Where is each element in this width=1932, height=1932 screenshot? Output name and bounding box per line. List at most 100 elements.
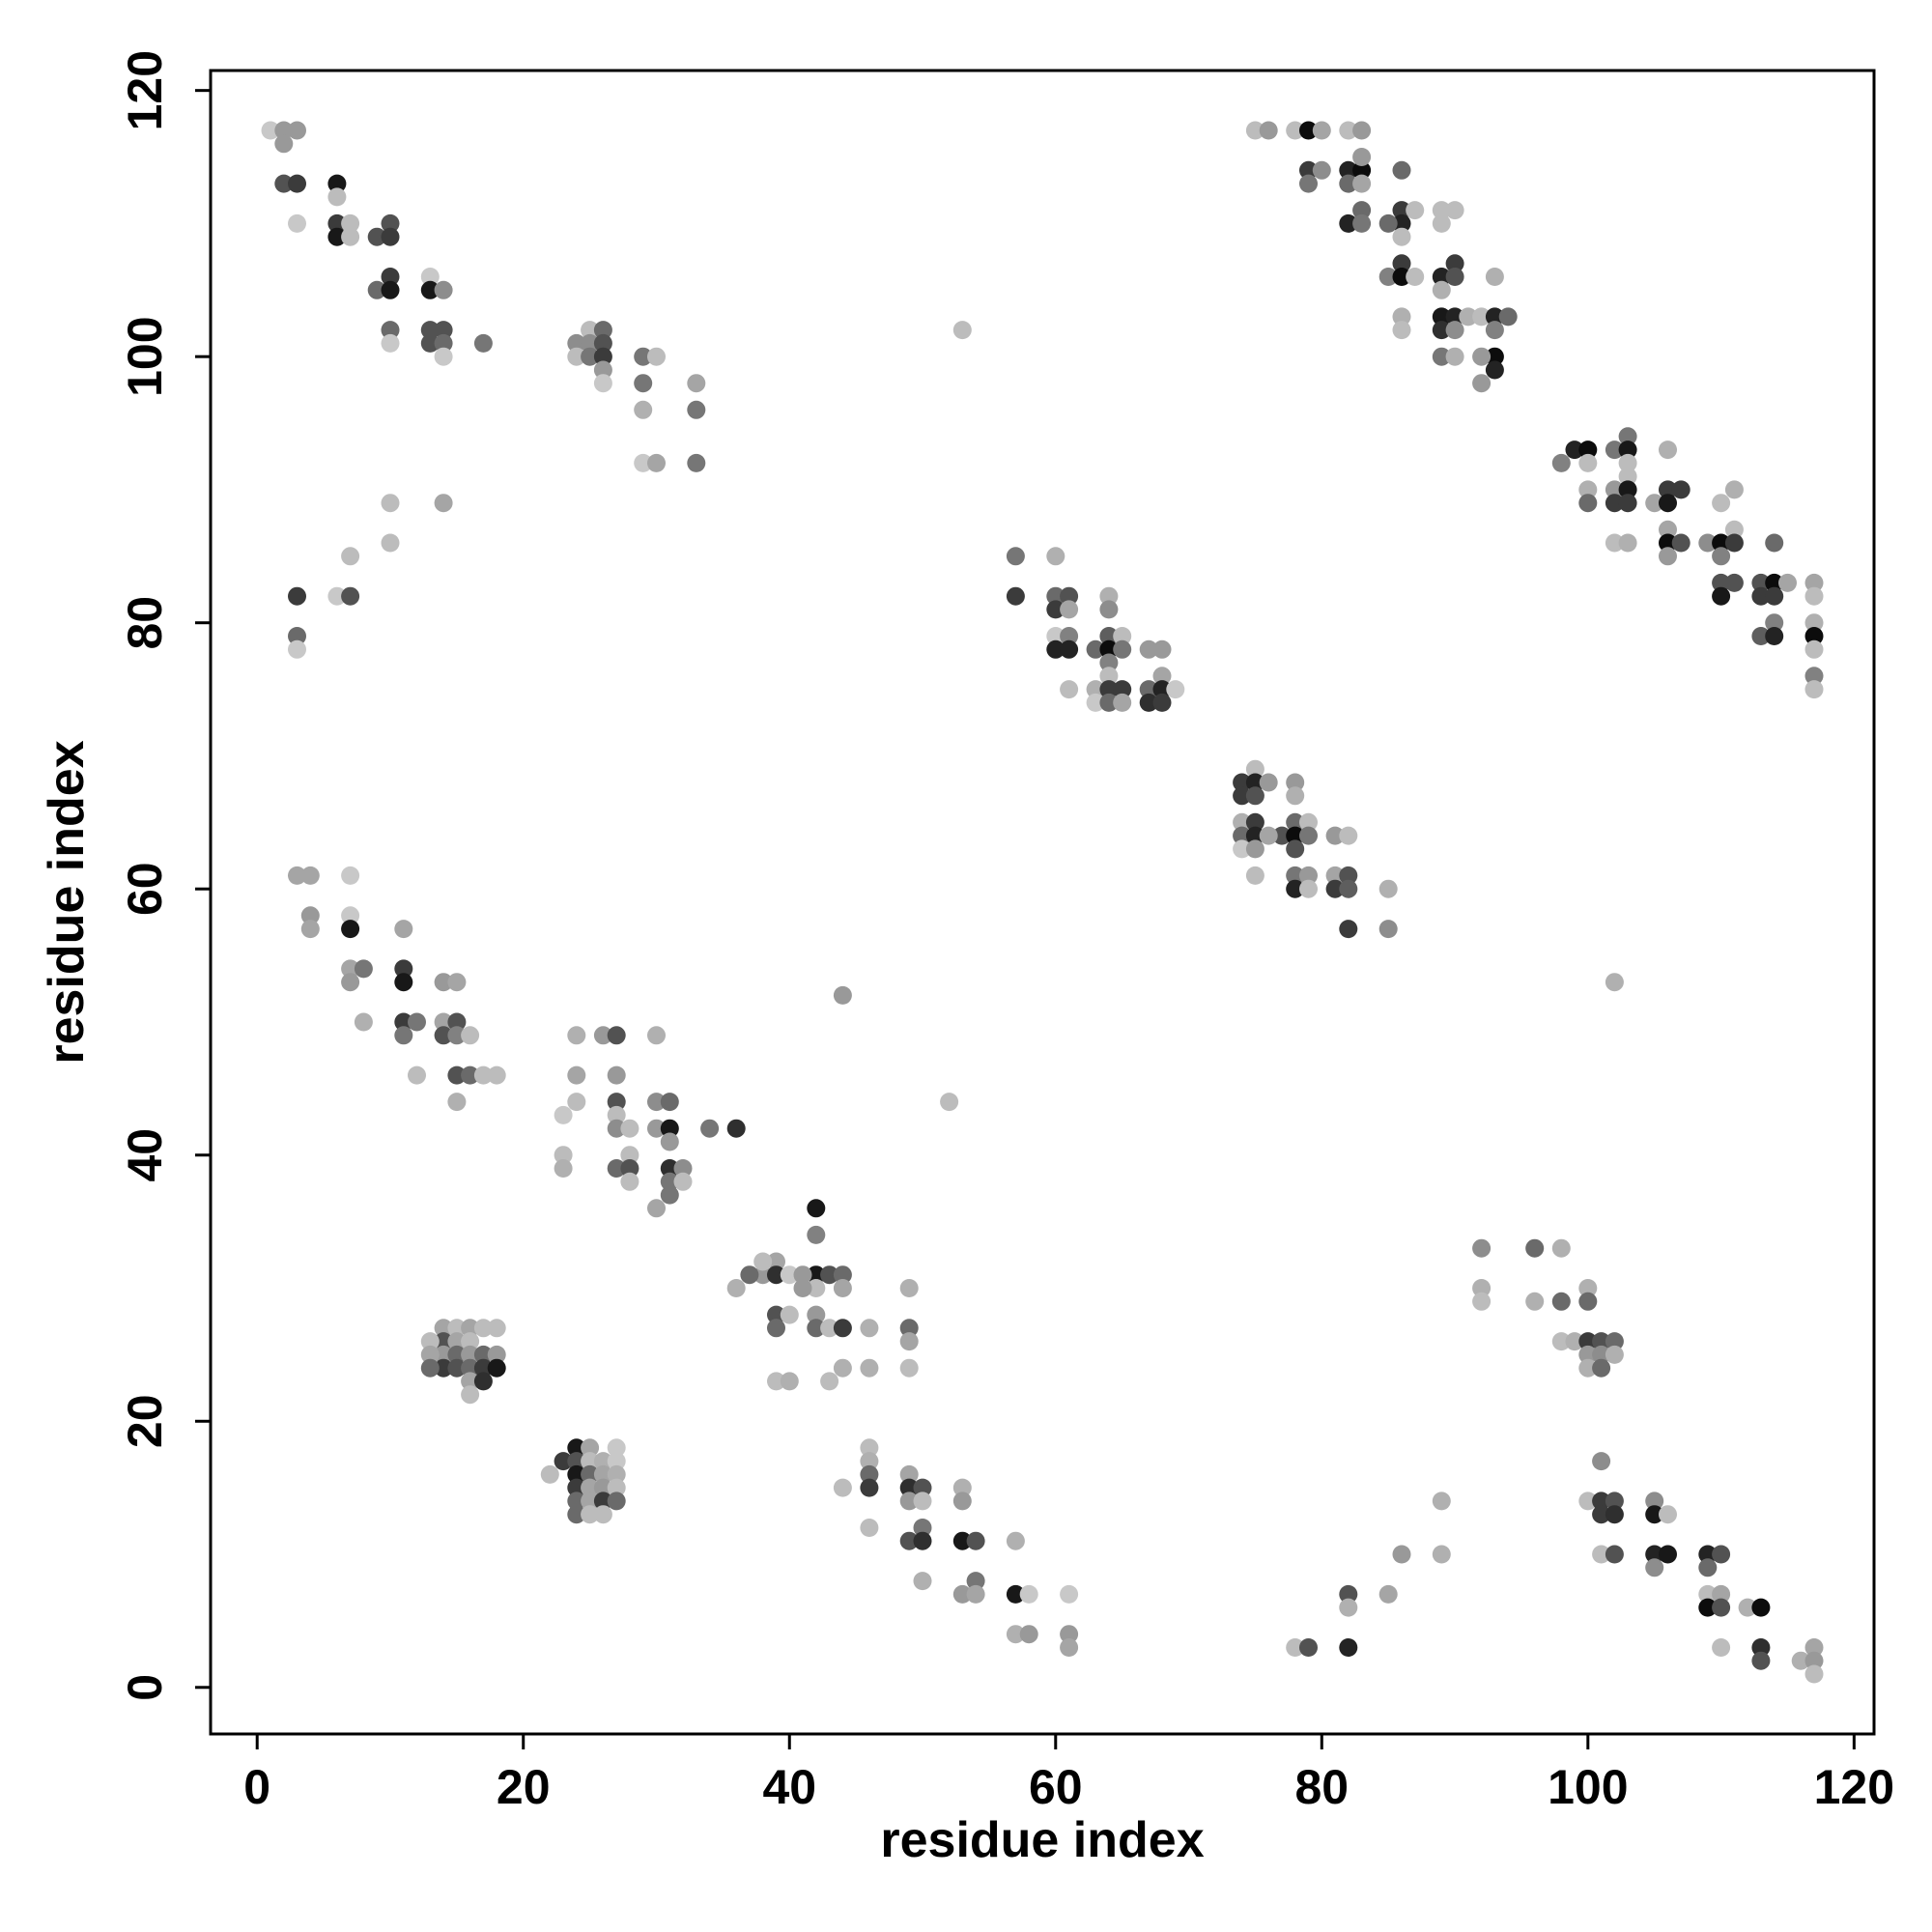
contact-point xyxy=(381,213,400,233)
contact-point xyxy=(1286,879,1305,898)
contact-point xyxy=(660,1132,679,1151)
contact-point xyxy=(1751,1598,1771,1617)
contact-point xyxy=(634,400,653,419)
contact-point xyxy=(647,1119,666,1138)
contact-point xyxy=(473,1372,493,1391)
contact-point xyxy=(1299,812,1318,832)
contact-point xyxy=(1139,693,1158,712)
contact-point xyxy=(620,1119,639,1138)
contact-point xyxy=(1339,174,1358,193)
contact-point xyxy=(899,1279,919,1297)
contact-point xyxy=(952,1584,972,1604)
contact-point xyxy=(860,1319,879,1338)
y-axis-title: residue index xyxy=(39,740,95,1064)
contact-point xyxy=(1671,480,1690,499)
contact-point xyxy=(1392,254,1411,273)
contact-point xyxy=(473,1065,493,1085)
contact-point xyxy=(420,1358,440,1378)
contact-point xyxy=(687,374,706,393)
contact-point xyxy=(341,213,360,233)
contact-point xyxy=(1698,533,1718,553)
contact-point xyxy=(1046,639,1065,659)
contact-point xyxy=(767,1265,785,1285)
contact-point xyxy=(1406,201,1425,220)
contact-point xyxy=(487,1358,506,1378)
contact-point xyxy=(367,280,386,299)
contact-point xyxy=(1339,121,1358,140)
contact-point xyxy=(1286,786,1305,806)
contact-point xyxy=(1325,866,1345,885)
contact-point xyxy=(434,321,453,340)
contact-point xyxy=(1765,627,1784,645)
contact-point xyxy=(1299,121,1318,140)
contact-point xyxy=(1259,121,1278,140)
contact-point xyxy=(780,1372,799,1391)
contact-point xyxy=(1698,1558,1718,1577)
contact-point xyxy=(567,1093,586,1112)
contact-point xyxy=(567,1492,586,1511)
contact-point xyxy=(647,1026,666,1045)
contact-point xyxy=(660,1185,679,1205)
contact-point xyxy=(1485,360,1504,380)
contact-point xyxy=(1712,547,1731,566)
contact-point xyxy=(593,1478,612,1497)
contact-point xyxy=(1804,573,1824,592)
contact-point xyxy=(554,1146,573,1165)
contact-point xyxy=(1605,1345,1624,1364)
contact-point xyxy=(1392,307,1411,327)
contact-point xyxy=(1299,174,1318,193)
contact-point xyxy=(581,1452,600,1471)
contact-point xyxy=(913,1531,932,1550)
contact-point xyxy=(341,920,360,939)
contact-point xyxy=(1245,826,1264,845)
contact-point xyxy=(607,1065,626,1085)
contact-point xyxy=(1060,1584,1079,1604)
y-tick-label: 60 xyxy=(118,862,172,916)
contact-point xyxy=(274,134,294,154)
y-axis-ticks: 0 20 40 60 80 100 120 xyxy=(118,50,211,1701)
contact-point xyxy=(461,1026,480,1045)
contact-point xyxy=(1099,600,1119,619)
contact-point xyxy=(607,1438,626,1458)
contact-point xyxy=(567,1505,586,1524)
contact-point xyxy=(1152,680,1172,699)
y-tick-label: 20 xyxy=(118,1394,172,1448)
contact-point xyxy=(1765,533,1784,553)
contact-point xyxy=(1659,494,1677,513)
contact-point xyxy=(1352,121,1372,140)
contact-point xyxy=(554,1452,573,1471)
contact-point xyxy=(434,1012,453,1032)
contact-point xyxy=(1645,1545,1664,1564)
contact-point xyxy=(1445,347,1464,366)
contact-point xyxy=(1724,520,1744,539)
contact-point xyxy=(1046,627,1065,645)
y-tick-label: 120 xyxy=(118,50,172,130)
contact-point xyxy=(833,1265,852,1285)
contact-point xyxy=(420,1332,440,1351)
contact-point xyxy=(1525,1292,1545,1311)
contact-point xyxy=(726,1279,746,1297)
contact-point xyxy=(1060,586,1079,606)
contact-point xyxy=(1245,786,1264,806)
contact-point xyxy=(581,1464,600,1484)
contact-point xyxy=(1618,480,1637,499)
contact-point xyxy=(1659,547,1677,566)
contact-point xyxy=(1472,1292,1492,1311)
contact-point xyxy=(1804,627,1824,645)
contact-point xyxy=(567,1478,586,1497)
contact-point xyxy=(820,1372,839,1391)
contact-point xyxy=(487,1345,506,1364)
contact-point xyxy=(1645,494,1664,513)
contact-point xyxy=(1804,639,1824,659)
contact-point xyxy=(473,1345,493,1364)
contact-point xyxy=(288,639,306,659)
contact-point xyxy=(593,360,612,380)
contact-point xyxy=(1618,533,1637,553)
contact-point xyxy=(1286,121,1305,140)
y-tick-label: 80 xyxy=(118,596,172,650)
y-tick-label: 0 xyxy=(118,1674,172,1701)
contact-point xyxy=(593,1452,612,1471)
contact-point xyxy=(1605,440,1624,460)
contact-point xyxy=(1006,547,1025,566)
contact-point xyxy=(593,1505,612,1524)
